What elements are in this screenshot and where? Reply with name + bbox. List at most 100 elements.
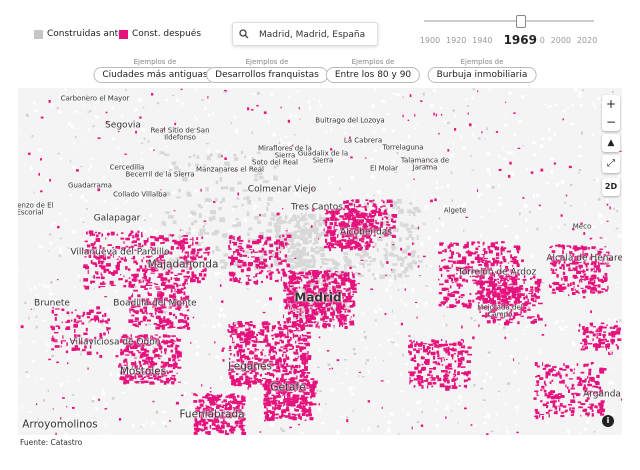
building-patch — [503, 302, 508, 305]
building-patch — [575, 246, 579, 251]
building-patch — [337, 275, 341, 277]
building-patch — [558, 288, 563, 292]
building-patch — [295, 192, 298, 195]
building-patch — [599, 248, 603, 250]
building-patch — [553, 369, 556, 371]
building-patch — [509, 250, 512, 253]
building-patch — [405, 284, 407, 287]
building-patch — [603, 253, 607, 256]
example-button[interactable]: Desarrollos franquistas — [206, 67, 328, 83]
slider-thumb[interactable] — [516, 15, 527, 28]
building-patch — [394, 315, 396, 320]
building-patch — [445, 365, 449, 370]
building-patch — [473, 124, 476, 128]
building-patch — [141, 232, 143, 236]
building-patch — [500, 277, 502, 281]
building-patch — [264, 213, 267, 218]
building-patch — [164, 351, 167, 355]
building-patch — [572, 267, 577, 270]
building-patch — [565, 384, 567, 388]
building-patch — [443, 358, 445, 361]
building-patch — [417, 350, 420, 354]
building-patch — [516, 245, 521, 248]
building-patch — [117, 373, 121, 376]
building-patch — [452, 357, 454, 360]
building-patch — [278, 329, 283, 331]
building-patch — [374, 242, 377, 247]
building-patch — [467, 377, 471, 381]
building-patch — [417, 123, 419, 125]
building-patch — [77, 274, 80, 278]
building-patch — [339, 303, 342, 306]
example-button[interactable]: Ciudades más antiguas — [93, 67, 217, 83]
building-patch — [537, 405, 541, 409]
building-patch — [550, 158, 555, 161]
building-patch — [288, 238, 295, 243]
building-patch — [247, 333, 253, 337]
building-patch — [289, 264, 294, 268]
building-patch — [234, 115, 237, 120]
building-patch — [296, 235, 300, 239]
building-patch — [500, 290, 505, 295]
building-patch — [252, 365, 255, 368]
building-patch — [298, 413, 301, 418]
building-patch — [215, 355, 220, 360]
building-patch — [310, 322, 314, 324]
building-patch — [103, 433, 106, 435]
search-box[interactable]: Madrid, Madrid, España — [232, 22, 378, 46]
building-patch — [186, 326, 191, 330]
building-patch — [548, 136, 552, 141]
building-patch — [523, 296, 526, 300]
building-patch — [351, 125, 355, 128]
building-patch — [512, 292, 517, 295]
building-patch — [336, 316, 339, 319]
building-patch — [206, 409, 211, 412]
building-patch — [334, 270, 338, 273]
building-patch — [218, 272, 222, 275]
example-button[interactable]: Entre los 80 y 90 — [325, 67, 421, 83]
building-patch — [302, 236, 307, 240]
map[interactable]: Segovia Carbonero el Mayor Real Sitio de S… — [18, 88, 622, 435]
building-patch — [310, 390, 313, 394]
building-patch — [463, 384, 468, 388]
building-patch — [344, 302, 348, 308]
building-patch — [361, 232, 365, 235]
building-patch — [301, 382, 306, 385]
building-patch — [366, 243, 371, 247]
building-patch — [223, 159, 227, 161]
building-patch — [465, 122, 469, 126]
building-patch — [290, 310, 294, 313]
building-patch — [484, 259, 488, 262]
building-patch — [246, 211, 250, 217]
building-patch — [522, 302, 526, 305]
building-patch — [555, 394, 560, 398]
building-patch — [275, 417, 279, 419]
building-patch — [524, 301, 529, 305]
building-patch — [141, 377, 145, 380]
building-patch — [198, 428, 203, 431]
building-patch — [83, 100, 88, 102]
building-patch — [473, 282, 475, 284]
building-patch — [171, 354, 176, 358]
building-patch — [492, 319, 496, 322]
building-patch — [110, 235, 112, 238]
building-patch — [257, 379, 261, 381]
building-patch — [362, 219, 365, 223]
building-patch — [539, 377, 544, 380]
building-patch — [570, 365, 574, 369]
building-patch — [456, 206, 461, 208]
building-patch — [585, 392, 588, 396]
building-patch — [457, 403, 461, 405]
building-patch — [262, 362, 265, 365]
example-button[interactable]: Burbuja inmobiliaria — [427, 67, 537, 83]
building-patch — [297, 272, 301, 275]
building-patch — [553, 132, 556, 136]
building-patch — [314, 299, 316, 302]
building-patch — [535, 295, 540, 299]
building-patch — [453, 290, 458, 294]
building-patch — [582, 248, 585, 251]
building-patch — [385, 250, 388, 255]
building-patch — [497, 301, 501, 305]
building-patch — [471, 270, 475, 274]
